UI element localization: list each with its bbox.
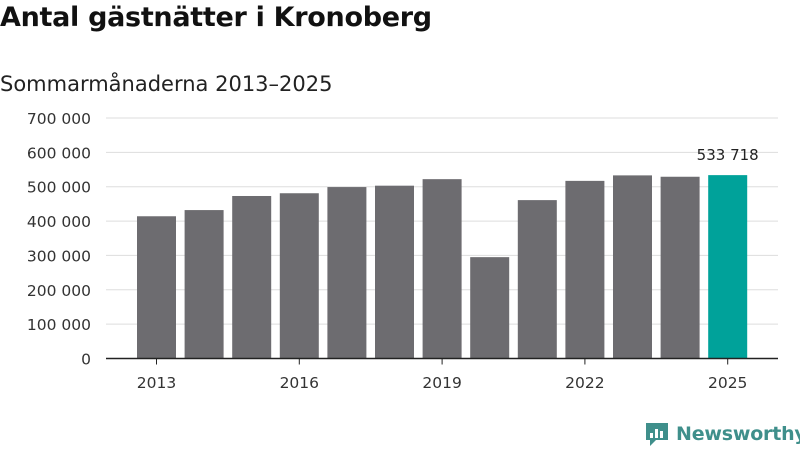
brand-logo: Newsworthy xyxy=(644,420,800,448)
data-labels: 533 718 xyxy=(697,146,759,164)
data-label: 533 718 xyxy=(697,146,759,164)
bar xyxy=(375,185,414,359)
y-tick-label: 700 000 xyxy=(27,110,91,128)
x-axis: 2013 2016 2019 2022 2025 xyxy=(106,357,778,392)
bar xyxy=(422,179,462,359)
y-tick-label: 300 000 xyxy=(27,247,91,265)
bar xyxy=(232,195,272,359)
bar xyxy=(565,180,605,359)
chart-title: Antal gästnätter i Kronoberg xyxy=(0,2,432,33)
y-tick-label: 100 000 xyxy=(27,316,91,334)
bar xyxy=(137,216,176,359)
bar xyxy=(660,176,700,359)
bar xyxy=(517,200,557,359)
bars xyxy=(137,175,748,359)
y-axis-tick-labels: 0 100 000 200 000 300 000 400 000 500 000 600 … xyxy=(27,110,91,369)
x-tick-label: 2016 xyxy=(280,374,319,392)
y-tick-label: 200 000 xyxy=(27,282,91,300)
x-tick-label: 2022 xyxy=(565,374,604,392)
bar xyxy=(708,175,748,359)
x-tick-label: 2013 xyxy=(137,374,176,392)
bar xyxy=(613,175,652,359)
bar xyxy=(470,257,510,359)
brand-name: Newsworthy xyxy=(676,423,800,445)
bar xyxy=(327,187,367,359)
bar xyxy=(184,210,224,359)
newsworthy-logo-icon xyxy=(646,423,668,446)
y-tick-label: 0 xyxy=(81,351,91,369)
bar xyxy=(279,193,319,359)
y-tick-label: 400 000 xyxy=(27,213,91,231)
chart-subtitle: Sommarmånaderna 2013–2025 xyxy=(0,72,333,96)
x-tick-label: 2025 xyxy=(708,374,747,392)
y-tick-label: 600 000 xyxy=(27,144,91,162)
y-tick-label: 500 000 xyxy=(27,179,91,197)
x-tick-label: 2019 xyxy=(422,374,461,392)
bar-chart: 0 100 000 200 000 300 000 400 000 500 000 600 … xyxy=(27,110,778,392)
